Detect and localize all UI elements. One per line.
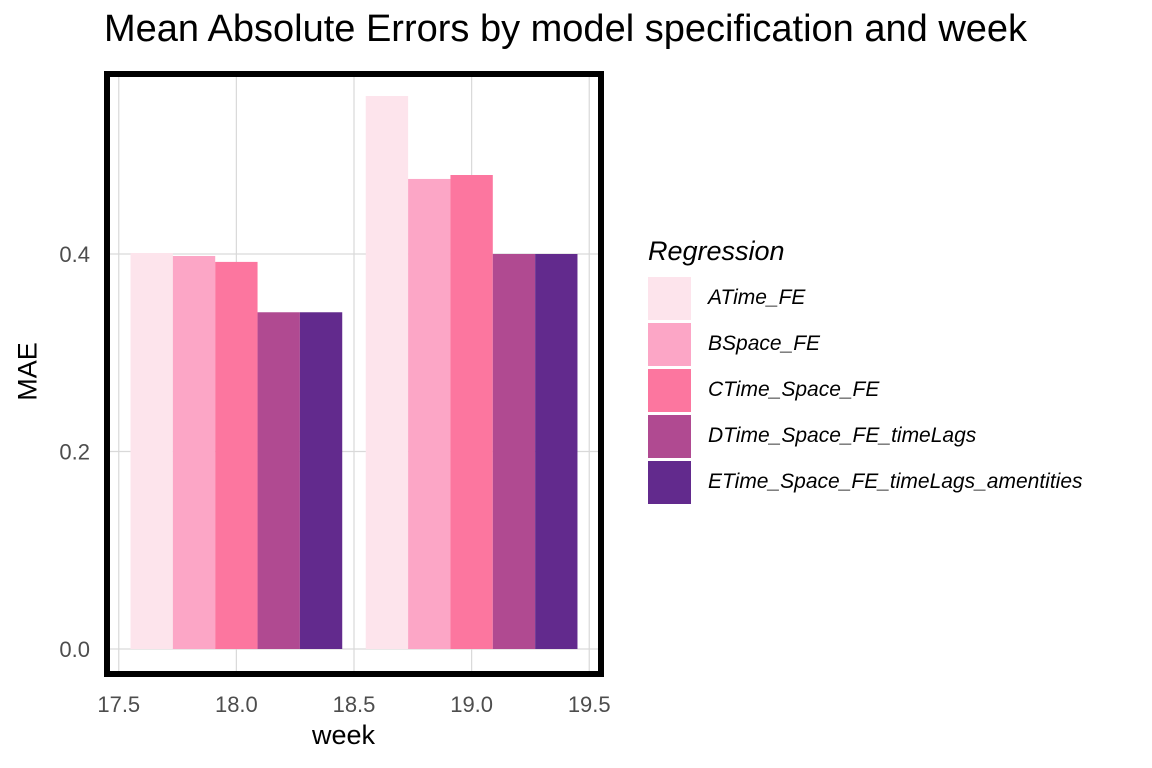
legend-item: ATime_FE xyxy=(648,275,1083,321)
legend: Regression ATime_FE BSpace_FE CTime_Space_… xyxy=(648,236,1083,505)
legend-label: CTime_Space_FE xyxy=(708,378,880,401)
y-tick-label: 0.4 xyxy=(59,242,90,267)
bar xyxy=(299,312,343,649)
legend-label: DTime_Space_FE_timeLags xyxy=(708,424,977,447)
legend-title: Regression xyxy=(648,236,785,266)
bar xyxy=(215,261,258,649)
legend-label: BSpace_FE xyxy=(708,332,821,355)
bar xyxy=(408,178,451,649)
x-tick-label: 19.5 xyxy=(568,692,611,717)
x-tick-label: 18.5 xyxy=(333,692,376,717)
legend-items: ATime_FE BSpace_FE CTime_Space_FE DTime_Spa… xyxy=(648,275,1083,505)
legend-item: DTime_Space_FE_timeLags xyxy=(648,413,1083,459)
x-tick-label: 17.5 xyxy=(97,692,140,717)
legend-key xyxy=(648,414,691,458)
legend-item: CTime_Space_FE xyxy=(648,367,1083,413)
bar xyxy=(535,254,578,649)
bar xyxy=(450,175,493,649)
legend-key xyxy=(648,460,691,504)
x-tick-label: 18.0 xyxy=(215,692,258,717)
legend-key xyxy=(648,276,691,320)
bar xyxy=(257,312,300,649)
bar xyxy=(492,254,536,649)
y-tick-label: 0.0 xyxy=(59,637,90,662)
bar xyxy=(130,253,173,649)
bar xyxy=(365,96,409,649)
y-tick-label: 0.2 xyxy=(59,440,90,465)
legend-item: BSpace_FE xyxy=(648,321,1083,367)
legend-key xyxy=(648,368,691,412)
legend-item: ETime_Space_FE_timeLags_amentities xyxy=(648,459,1083,505)
x-axis-label: week xyxy=(312,720,376,750)
bar xyxy=(172,255,216,649)
legend-label: ATime_FE xyxy=(708,286,806,309)
x-tick-label: 19.0 xyxy=(450,692,493,717)
legend-label: ETime_Space_FE_timeLags_amentities xyxy=(708,470,1083,493)
panel-border xyxy=(104,71,604,677)
legend-key xyxy=(648,322,691,366)
chart-title: Mean Absolute Errors by model specificat… xyxy=(104,8,1028,50)
